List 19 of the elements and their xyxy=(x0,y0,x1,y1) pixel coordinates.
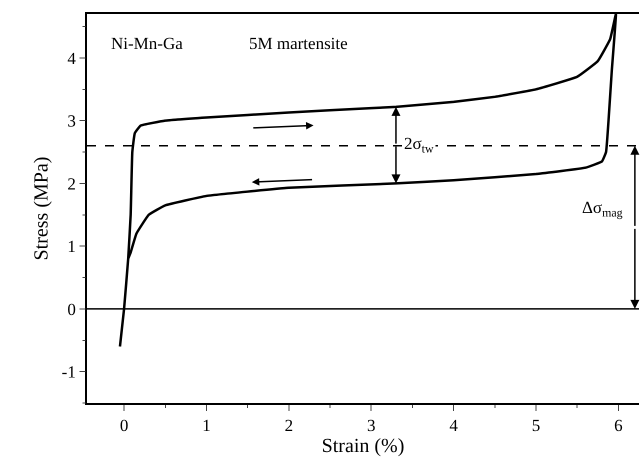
annotation: 5M martensite xyxy=(249,34,348,53)
y-tick-label: 4 xyxy=(67,48,76,68)
annotation: Ni-Mn-Ga xyxy=(111,34,184,53)
y-tick-label: -1 xyxy=(62,362,76,382)
x-tick-label: 6 xyxy=(614,416,623,436)
x-axis-title: Strain (%) xyxy=(322,435,404,458)
y-axis-title: Stress (MPa) xyxy=(30,156,53,260)
x-tick-label: 0 xyxy=(120,416,128,436)
x-tick-label: 4 xyxy=(449,416,458,436)
y-tick-label: 0 xyxy=(67,300,76,319)
annotation: Δσ$_{mag}$ xyxy=(582,198,623,220)
x-tick-label: 2 xyxy=(284,416,294,436)
annotation: 2σ$_{tw}$ xyxy=(404,134,434,156)
y-tick-label: 2 xyxy=(67,174,76,194)
x-tick-label: 3 xyxy=(366,416,376,436)
x-tick-label: 5 xyxy=(532,416,540,436)
y-tick-label: 3 xyxy=(67,112,76,131)
x-tick-label: 1 xyxy=(202,416,211,436)
y-tick-label: 1 xyxy=(67,237,76,256)
